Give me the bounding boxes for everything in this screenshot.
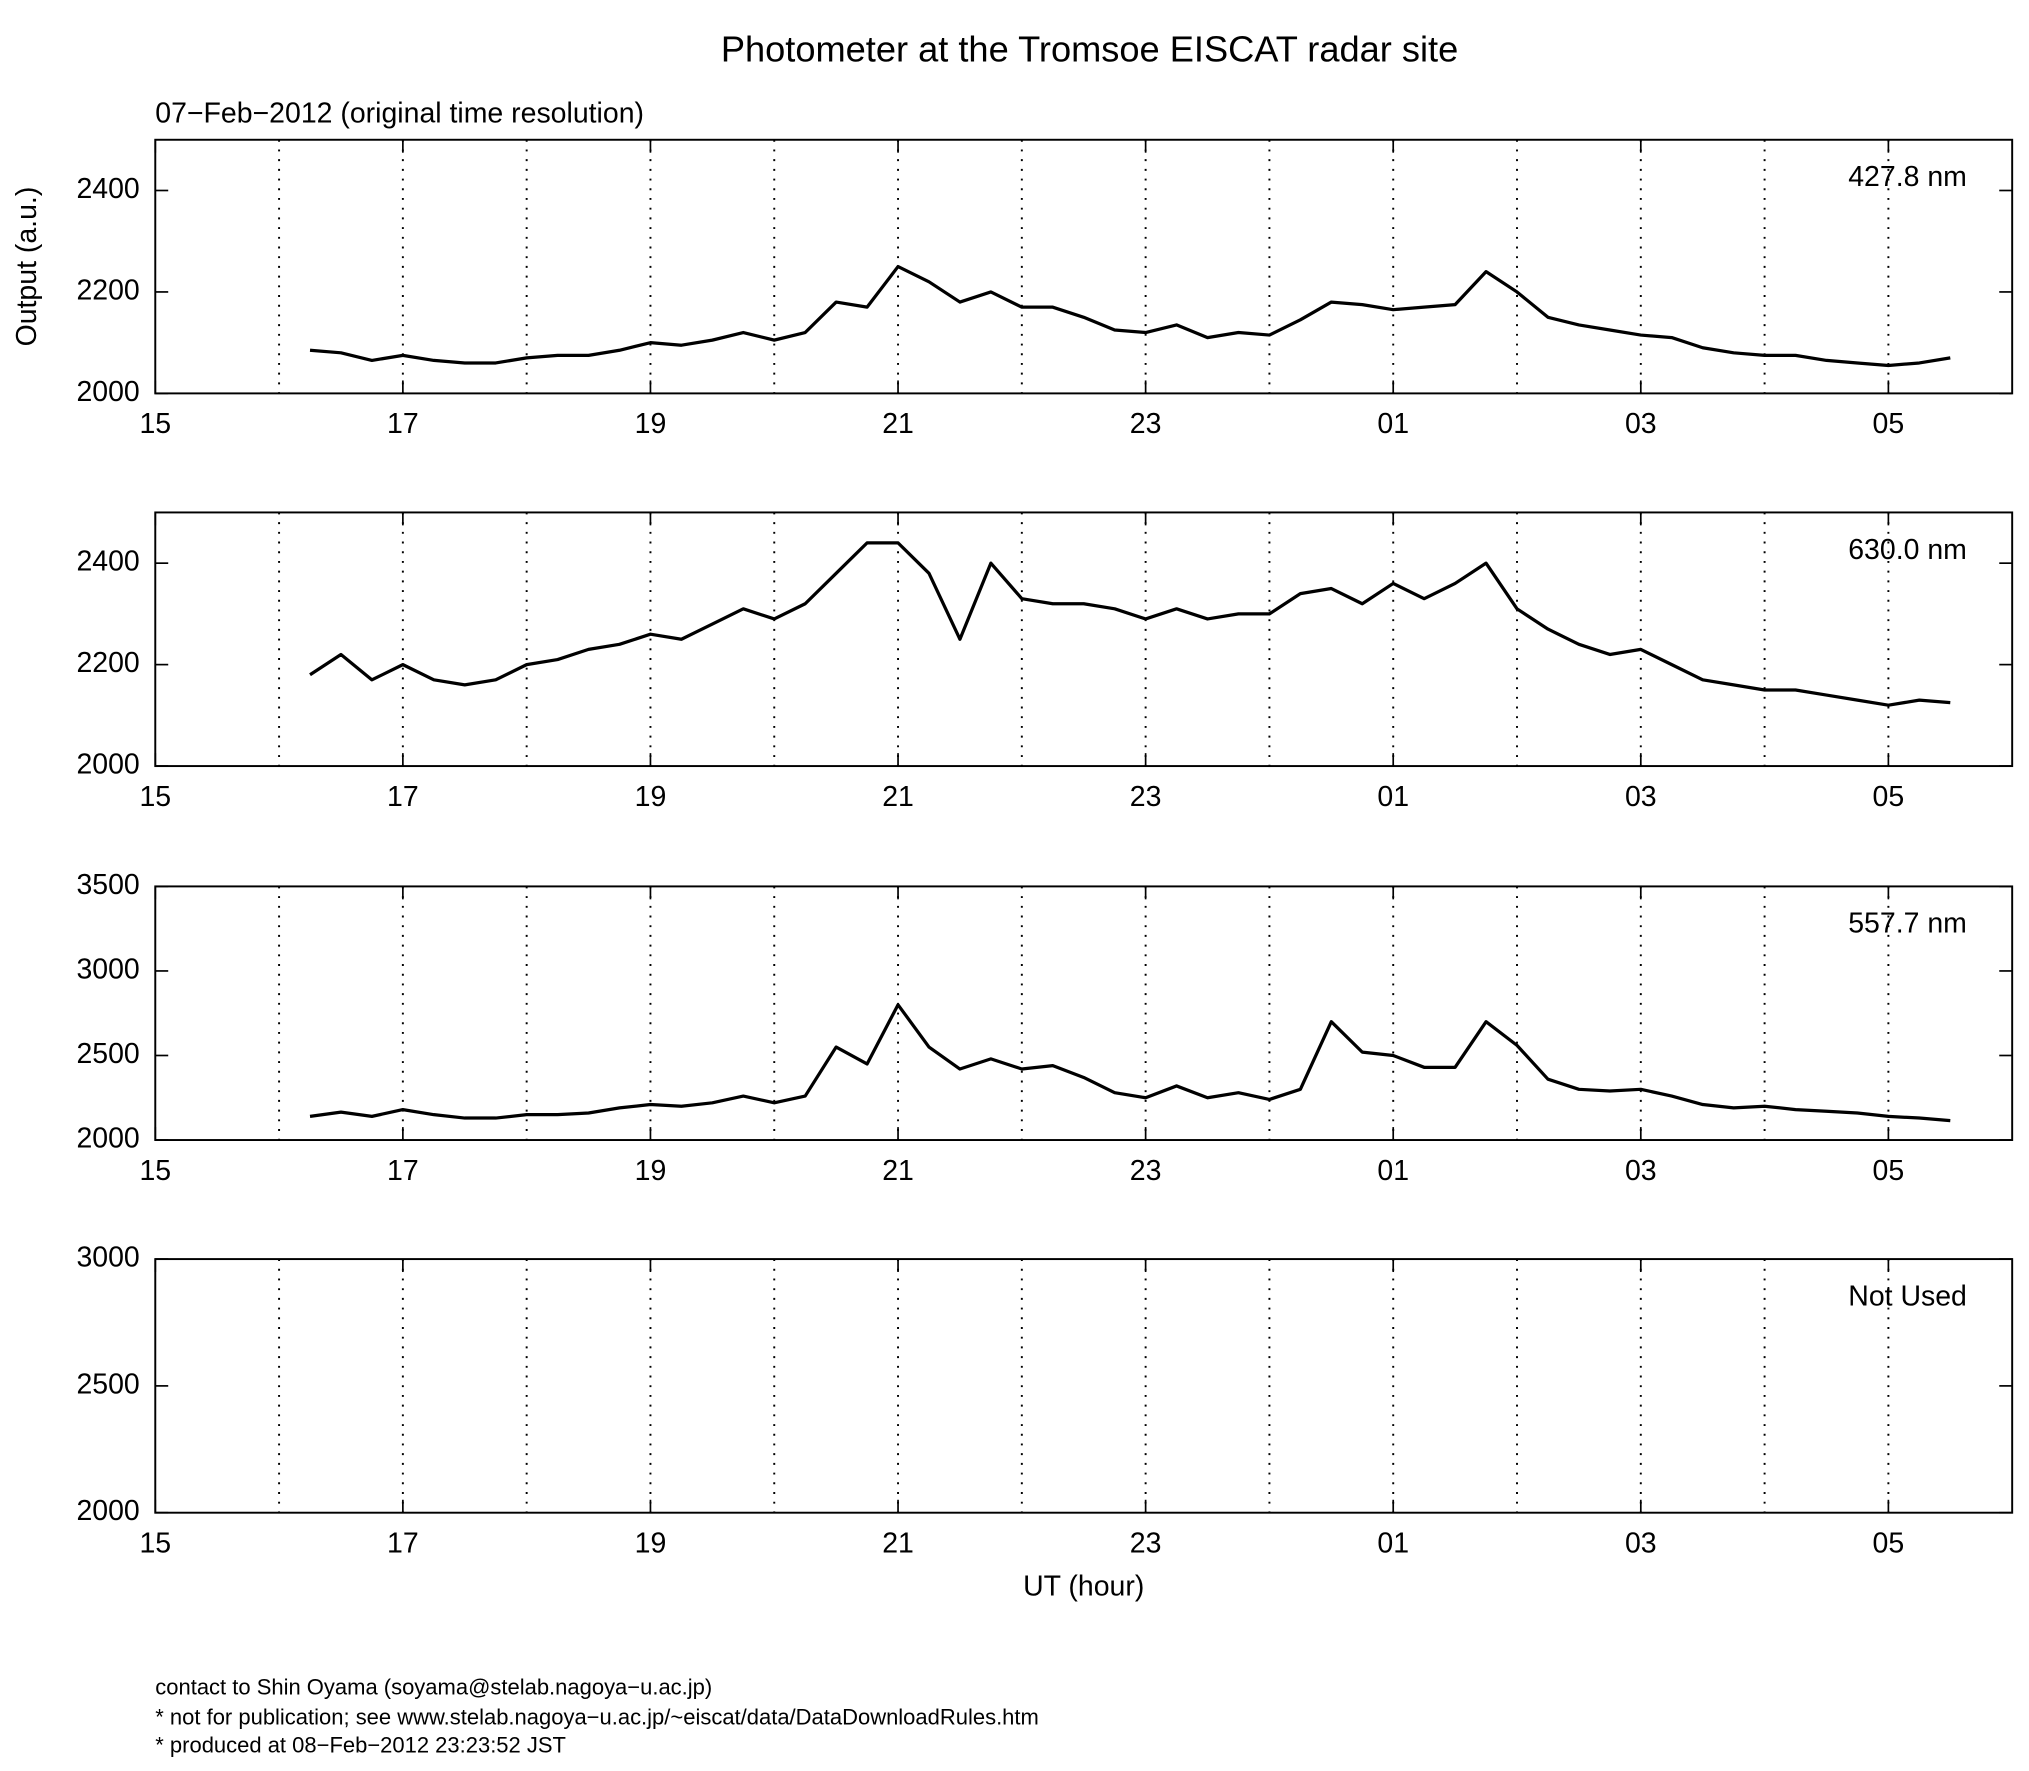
x-tick-label: 21 [882, 781, 914, 813]
x-tick-label: 19 [635, 408, 667, 440]
x-axis-label: UT (hour) [1023, 1570, 1144, 1602]
y-tick-label: 2500 [76, 1368, 139, 1400]
y-tick-label: 3500 [76, 869, 139, 901]
x-tick-label: 03 [1625, 781, 1657, 813]
plot-frame [154, 138, 2014, 395]
x-tick-label: 03 [1625, 1155, 1657, 1187]
x-tick-label: 23 [1130, 1528, 1162, 1560]
x-tick-label: 01 [1377, 1528, 1409, 1560]
series-line [309, 264, 1951, 368]
x-tick-label: 01 [1377, 408, 1409, 440]
x-tick-label: 05 [1873, 1528, 1905, 1560]
footer-line: * produced at 08−Feb−2012 23:23:52 JST [155, 1733, 566, 1758]
x-tick-label: 15 [139, 1528, 171, 1560]
x-tick-label: 21 [882, 1528, 914, 1560]
y-tick-label: 2400 [76, 546, 139, 578]
x-tick-label: 19 [635, 781, 667, 813]
panel-label: 630.0 nm [1848, 534, 1967, 566]
y-axis-label: Output (a.u.) [11, 187, 43, 347]
y-tick-label: 2200 [76, 647, 139, 679]
footer-line: contact to Shin Oyama (soyama@stelab.nag… [155, 1675, 712, 1700]
x-tick-label: 15 [139, 408, 171, 440]
subtitle: 07−Feb−2012 (original time resolution) [155, 98, 644, 130]
x-tick-label: 19 [635, 1155, 667, 1187]
x-tick-label: 19 [635, 1528, 667, 1560]
x-tick-label: 15 [139, 781, 171, 813]
x-tick-label: 21 [882, 408, 914, 440]
footer-line: * not for publication; see www.stelab.na… [155, 1704, 1039, 1729]
series-line [309, 541, 1951, 707]
figure-title: Photometer at the Tromsoe EISCAT radar s… [721, 28, 1458, 69]
y-tick-label: 2000 [76, 749, 139, 781]
x-tick-label: 01 [1377, 781, 1409, 813]
y-tick-label: 2200 [76, 274, 139, 306]
x-tick-label: 03 [1625, 408, 1657, 440]
x-tick-label: 05 [1873, 1155, 1905, 1187]
x-tick-label: 05 [1873, 781, 1905, 813]
x-tick-label: 23 [1130, 1155, 1162, 1187]
panel-label: 557.7 nm [1848, 908, 1967, 940]
plot-frame [154, 885, 2014, 1142]
x-tick-label: 17 [387, 1155, 419, 1187]
x-tick-label: 15 [139, 1155, 171, 1187]
plot-frame [154, 511, 2014, 768]
y-tick-label: 2000 [76, 376, 139, 408]
panel-label: 427.8 nm [1848, 161, 1967, 193]
x-tick-label: 17 [387, 781, 419, 813]
y-tick-label: 2500 [76, 1038, 139, 1070]
y-tick-label: 3000 [76, 953, 139, 985]
x-tick-label: 23 [1130, 408, 1162, 440]
x-tick-label: 01 [1377, 1155, 1409, 1187]
y-tick-label: 2000 [76, 1495, 139, 1527]
y-tick-label: 2400 [76, 173, 139, 205]
x-tick-label: 23 [1130, 781, 1162, 813]
plot-frame [154, 1258, 2014, 1514]
x-tick-label: 17 [387, 1528, 419, 1560]
y-tick-label: 3000 [76, 1242, 139, 1274]
series-line [309, 1003, 1951, 1123]
panel-label: Not Used [1848, 1280, 1967, 1312]
x-tick-label: 05 [1873, 408, 1905, 440]
x-tick-label: 21 [882, 1155, 914, 1187]
x-tick-label: 17 [387, 408, 419, 440]
y-tick-label: 2000 [76, 1123, 139, 1155]
x-tick-label: 03 [1625, 1528, 1657, 1560]
